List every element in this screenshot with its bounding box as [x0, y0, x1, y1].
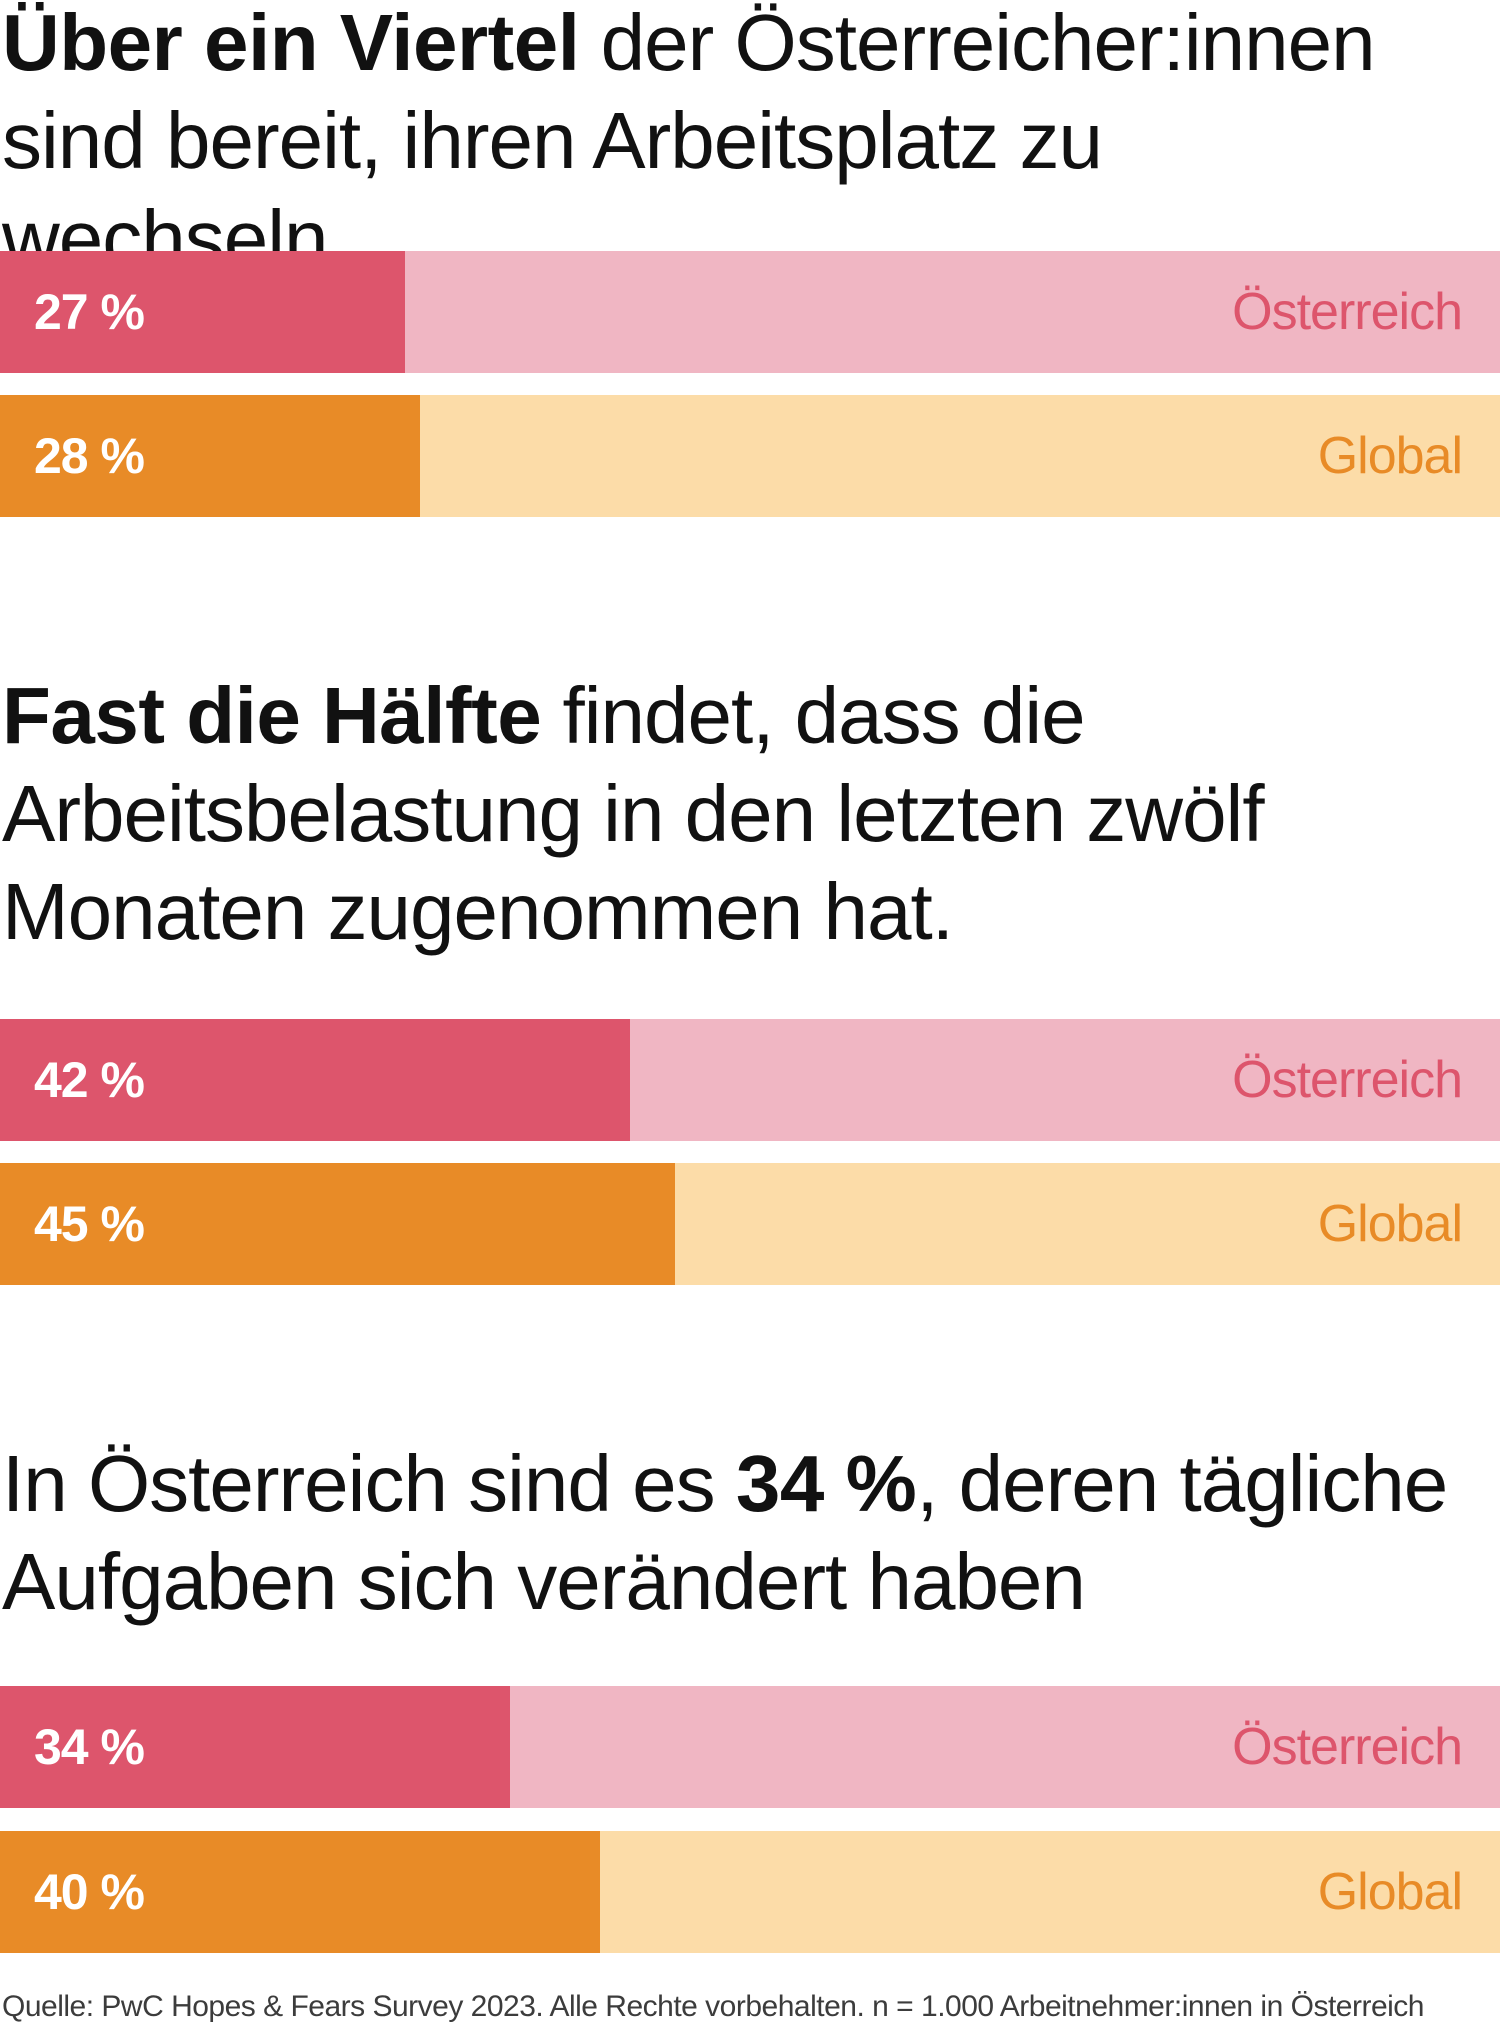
- bar-row: 28 % Global: [0, 395, 1500, 517]
- bar-value-label: 40 %: [34, 1864, 145, 1920]
- bar-category-label: Global: [1317, 1195, 1463, 1253]
- bar-fill-global: [0, 1831, 600, 1953]
- section-1-headline-bold: Über ein Viertel: [2, 0, 580, 87]
- bar-category-label: Österreich: [1232, 1051, 1463, 1109]
- bar-fill-oesterreich: [0, 1686, 510, 1808]
- bar-fill-global: [0, 1163, 675, 1285]
- bar-value-label: 34 %: [34, 1719, 145, 1775]
- bar-category-label: Österreich: [1232, 283, 1463, 341]
- bar-category-label: Global: [1317, 427, 1463, 485]
- section-2-headline-rest: findet, dass die Arbeitsbelastung in den…: [2, 671, 1265, 956]
- section-3-headline-bold: 34 %: [735, 1439, 917, 1528]
- bar-fill-oesterreich: [0, 251, 405, 373]
- source-footnote: Quelle: PwC Hopes & Fears Survey 2023. A…: [2, 1990, 1424, 2023]
- section-3-headline-pre: In Österreich sind es: [2, 1439, 736, 1528]
- bar-row: 45 % Global: [0, 1163, 1500, 1285]
- bar-row: 40 % Global: [0, 1831, 1500, 1953]
- bar-category-label: Global: [1317, 1863, 1463, 1921]
- chart-section-2: Fast die Hälfte findet, dass die Arbeits…: [0, 667, 1500, 961]
- bar-row: 34 % Österreich: [0, 1686, 1500, 1808]
- bar-row: 42 % Österreich: [0, 1019, 1500, 1141]
- bar-value-label: 42 %: [34, 1052, 145, 1108]
- section-1-headline: Über ein Viertel der Österreicher:innen …: [0, 0, 1462, 288]
- section-3-headline: In Österreich sind es 34 %, deren täglic…: [0, 1435, 1472, 1631]
- bar-row: 27 % Österreich: [0, 251, 1500, 373]
- section-1-headline-rest: der Österreicher:innen sind bereit, ihre…: [2, 0, 1376, 283]
- bar-value-label: 45 %: [34, 1196, 145, 1252]
- chart-section-1: Über ein Viertel der Österreicher:innen …: [0, 0, 1500, 288]
- bar-fill-oesterreich: [0, 1019, 630, 1141]
- section-2-headline: Fast die Hälfte findet, dass die Arbeits…: [0, 667, 1272, 961]
- bar-fill-global: [0, 395, 420, 517]
- bar-value-label: 28 %: [34, 428, 145, 484]
- bar-value-label: 27 %: [34, 284, 145, 340]
- chart-section-3: In Österreich sind es 34 %, deren täglic…: [0, 1435, 1500, 1631]
- section-2-headline-bold: Fast die Hälfte: [2, 671, 542, 760]
- section-3-headline-rest: , deren tägliche Aufgaben sich verändert…: [2, 1439, 1448, 1626]
- bar-category-label: Österreich: [1232, 1718, 1463, 1776]
